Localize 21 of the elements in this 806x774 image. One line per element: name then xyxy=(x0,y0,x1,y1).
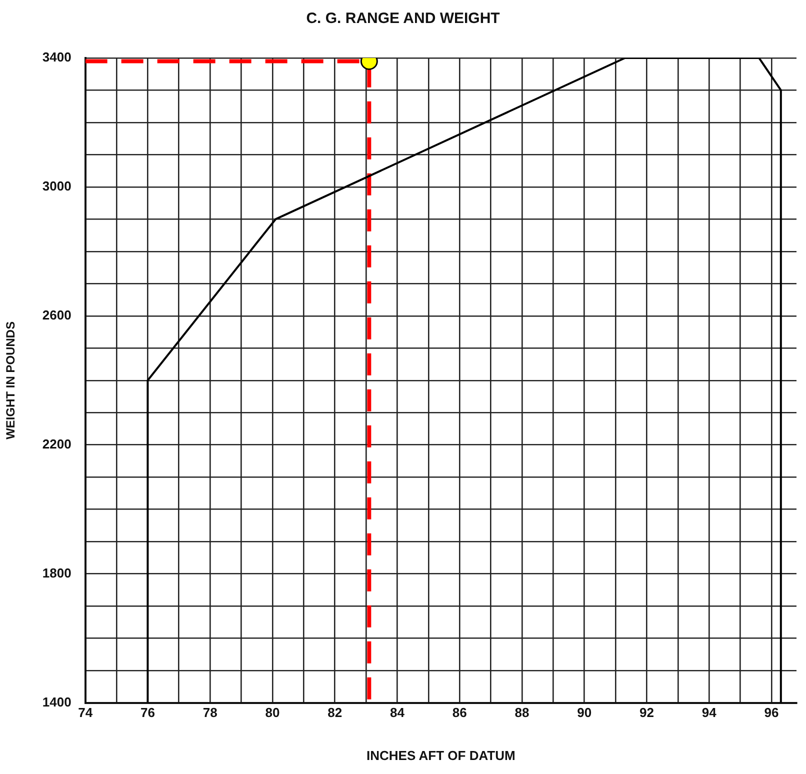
y-tick-label: 2600 xyxy=(42,308,72,322)
y-tick-label: 1400 xyxy=(42,694,72,710)
x-tick-label: 86 xyxy=(452,705,467,720)
y-tick-label: 3000 xyxy=(42,178,72,194)
x-tick-label: 82 xyxy=(328,705,342,720)
x-tick-label: 78 xyxy=(202,705,218,720)
y-tick-label: 1800 xyxy=(42,565,72,580)
chart-title: C. G. RANGE AND WEIGHT xyxy=(306,10,500,28)
x-tick-label: 90 xyxy=(577,705,592,720)
x-tick-label: 88 xyxy=(514,705,530,720)
x-tick-label: 92 xyxy=(640,705,654,720)
x-tick-label: 76 xyxy=(140,705,155,720)
y-tick-label: 2200 xyxy=(42,436,72,452)
x-tick-label: 80 xyxy=(265,705,280,720)
x-axis-title: INCHES AFT OF DATUM xyxy=(366,748,516,763)
x-tick-label: 94 xyxy=(702,705,718,720)
y-axis-title: WEIGHT IN POUNDS xyxy=(4,321,18,440)
x-tick-label: 96 xyxy=(764,705,779,720)
y-tick-label: 3400 xyxy=(42,50,72,65)
x-tick-label: 84 xyxy=(390,705,406,720)
x-tick-label: 74 xyxy=(78,705,94,720)
